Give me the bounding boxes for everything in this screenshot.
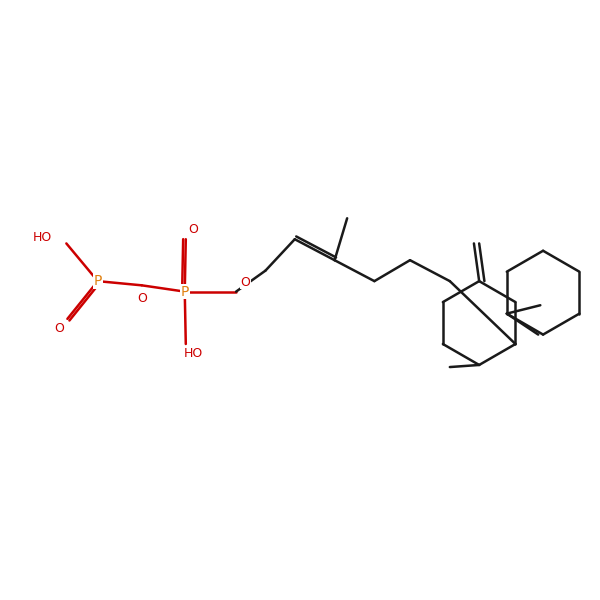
Text: O: O [188, 223, 198, 236]
Text: O: O [137, 292, 147, 305]
Text: HO: HO [32, 230, 52, 244]
Text: P: P [94, 274, 102, 288]
Text: O: O [241, 275, 250, 289]
Text: HO: HO [184, 347, 203, 360]
Text: O: O [54, 322, 64, 335]
Text: P: P [181, 284, 189, 299]
